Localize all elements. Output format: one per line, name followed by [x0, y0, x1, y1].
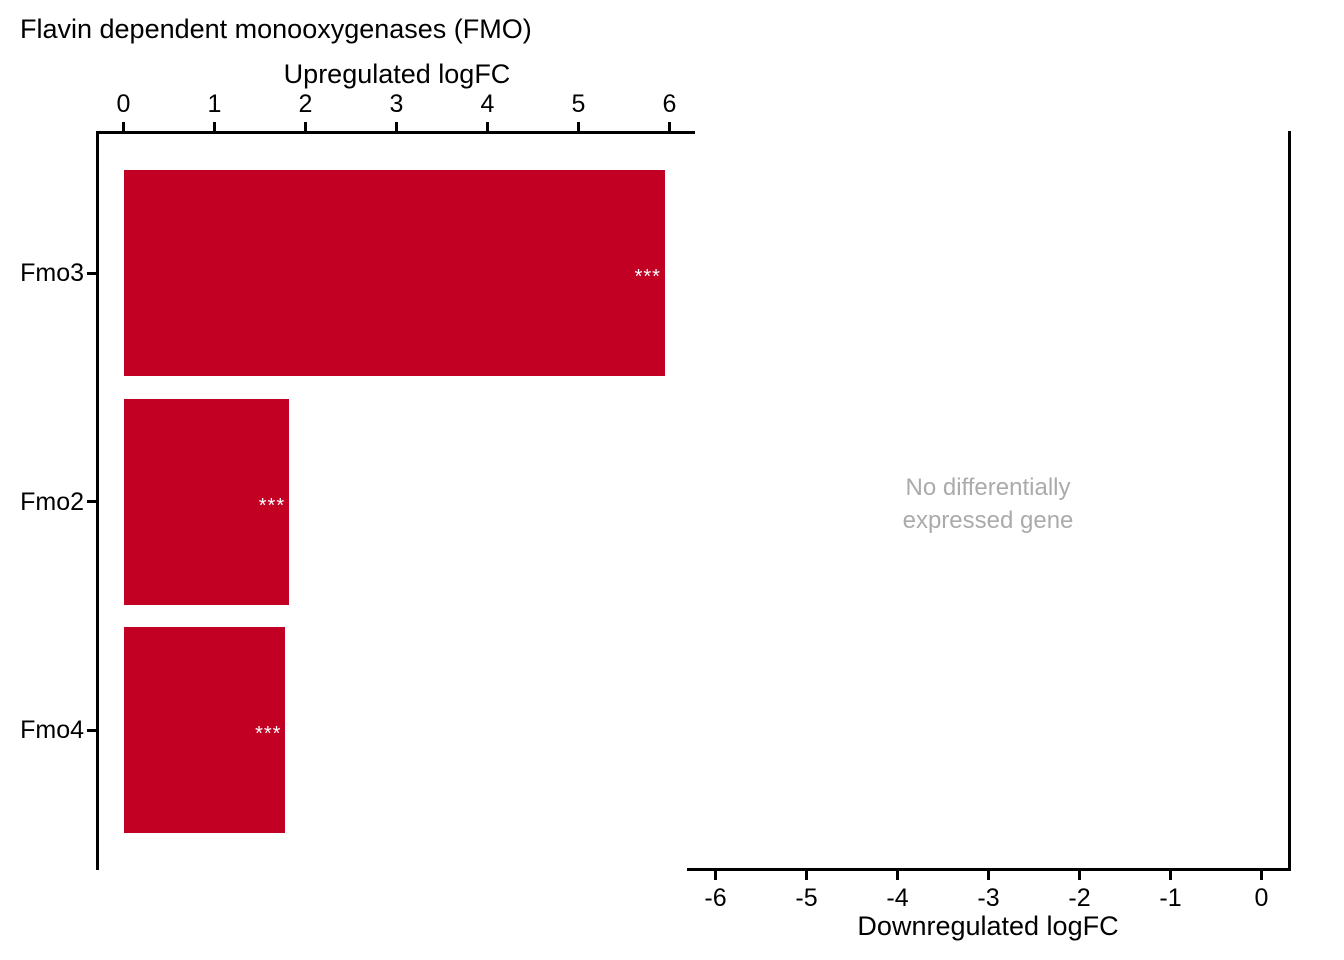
no-deg-message-line2: expressed gene — [902, 507, 1074, 534]
x-tick-label-upregulated-5: 5 — [571, 90, 586, 118]
x-tick-label-downregulated--4: -4 — [886, 884, 909, 912]
x-tick-upregulated-4 — [486, 122, 489, 131]
significance-stars-Fmo4: *** — [255, 723, 282, 746]
no-deg-message: No differentially expressed gene — [788, 471, 1188, 537]
x-tick-label-downregulated--1: -1 — [1159, 884, 1182, 912]
x-tick-downregulated--1 — [1169, 871, 1172, 880]
x-tick-upregulated-2 — [304, 122, 307, 131]
bar-Fmo4: *** — [123, 627, 286, 834]
significance-stars-Fmo3: *** — [634, 266, 661, 288]
y-label-Fmo2: Fmo2 — [20, 487, 84, 516]
x-tick-downregulated--5 — [805, 871, 808, 880]
x-tick-label-downregulated--6: -6 — [704, 884, 727, 912]
x-tick-upregulated-3 — [395, 122, 398, 131]
y-label-Fmo4: Fmo4 — [20, 716, 84, 745]
upregulated-axis-title: Upregulated logFC — [283, 59, 511, 89]
left-y-axis-line — [96, 131, 99, 870]
x-tick-label-downregulated--3: -3 — [977, 884, 1000, 912]
downregulated-axis-title: Downregulated logFC — [857, 911, 1119, 941]
x-tick-downregulated--4 — [896, 871, 899, 880]
y-tick-Fmo2 — [87, 500, 96, 504]
x-tick-label-downregulated--2: -2 — [1068, 884, 1091, 912]
x-tick-upregulated-0 — [122, 122, 125, 131]
no-deg-message-line1: No differentially — [905, 474, 1071, 501]
downregulated-axis-line — [687, 868, 1291, 871]
right-y-axis-line — [1288, 131, 1291, 871]
x-tick-label-upregulated-2: 2 — [298, 90, 313, 118]
significance-stars-Fmo2: *** — [258, 494, 286, 517]
x-tick-label-downregulated--5: -5 — [795, 884, 818, 912]
figure-title: Flavin dependent monooxygenases (FMO) — [20, 14, 532, 44]
x-tick-label-upregulated-6: 6 — [662, 90, 677, 118]
y-label-Fmo3: Fmo3 — [20, 259, 84, 287]
x-tick-label-upregulated-1: 1 — [207, 90, 222, 118]
x-tick-downregulated--6 — [714, 871, 717, 880]
x-tick-upregulated-6 — [668, 122, 671, 131]
upregulated-axis-line — [96, 131, 695, 134]
bar-Fmo2: *** — [123, 398, 290, 605]
x-tick-upregulated-1 — [213, 122, 216, 131]
x-tick-downregulated--3 — [987, 871, 990, 880]
x-tick-label-upregulated-4: 4 — [480, 90, 495, 118]
x-tick-downregulated-0 — [1260, 871, 1263, 880]
x-tick-downregulated--2 — [1078, 871, 1081, 880]
x-tick-upregulated-5 — [577, 122, 580, 131]
y-tick-Fmo3 — [87, 271, 96, 275]
y-tick-Fmo4 — [87, 728, 96, 732]
x-tick-label-upregulated-3: 3 — [389, 90, 404, 118]
x-tick-label-upregulated-0: 0 — [116, 90, 131, 118]
bar-Fmo3: *** — [123, 170, 665, 376]
x-tick-label-downregulated-0: 0 — [1254, 884, 1269, 912]
